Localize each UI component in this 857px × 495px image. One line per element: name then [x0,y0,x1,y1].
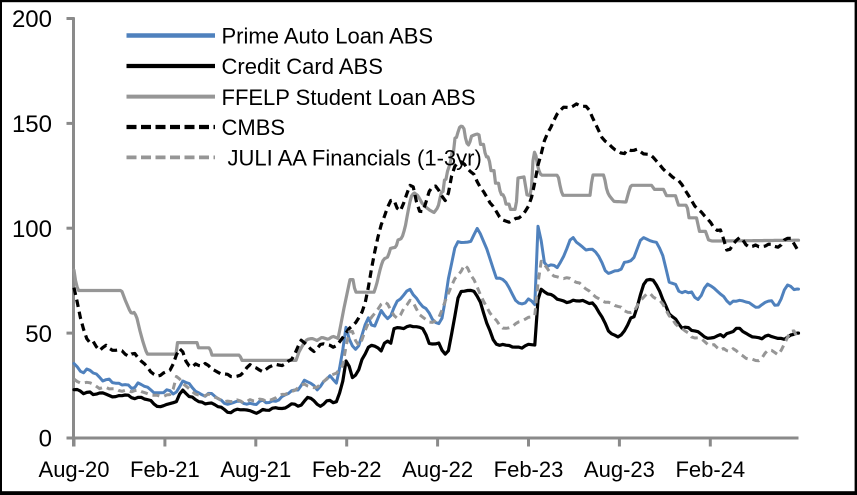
svg-text:Prime Auto Loan ABS: Prime Auto Loan ABS [222,24,434,49]
svg-text:FFELP Student Loan ABS: FFELP Student Loan ABS [222,85,476,110]
svg-text:Aug-20: Aug-20 [39,457,110,482]
svg-text:Feb-24: Feb-24 [675,457,745,482]
svg-text:Aug-21: Aug-21 [220,457,291,482]
svg-text:Feb-22: Feb-22 [312,457,382,482]
svg-text:100: 100 [12,216,52,243]
svg-text:0: 0 [39,426,52,453]
svg-text:CMBS: CMBS [222,115,286,140]
svg-text:Feb-21: Feb-21 [130,457,200,482]
svg-text:200: 200 [12,6,52,33]
svg-text:Aug-23: Aug-23 [584,457,655,482]
svg-text:JULI AA Financials (1-3yr): JULI AA Financials (1-3yr) [228,146,482,171]
svg-text:Aug-22: Aug-22 [402,457,473,482]
svg-text:50: 50 [25,321,52,348]
svg-text:Feb-23: Feb-23 [494,457,564,482]
svg-text:Credit Card ABS: Credit Card ABS [222,54,383,79]
svg-text:150: 150 [12,111,52,138]
